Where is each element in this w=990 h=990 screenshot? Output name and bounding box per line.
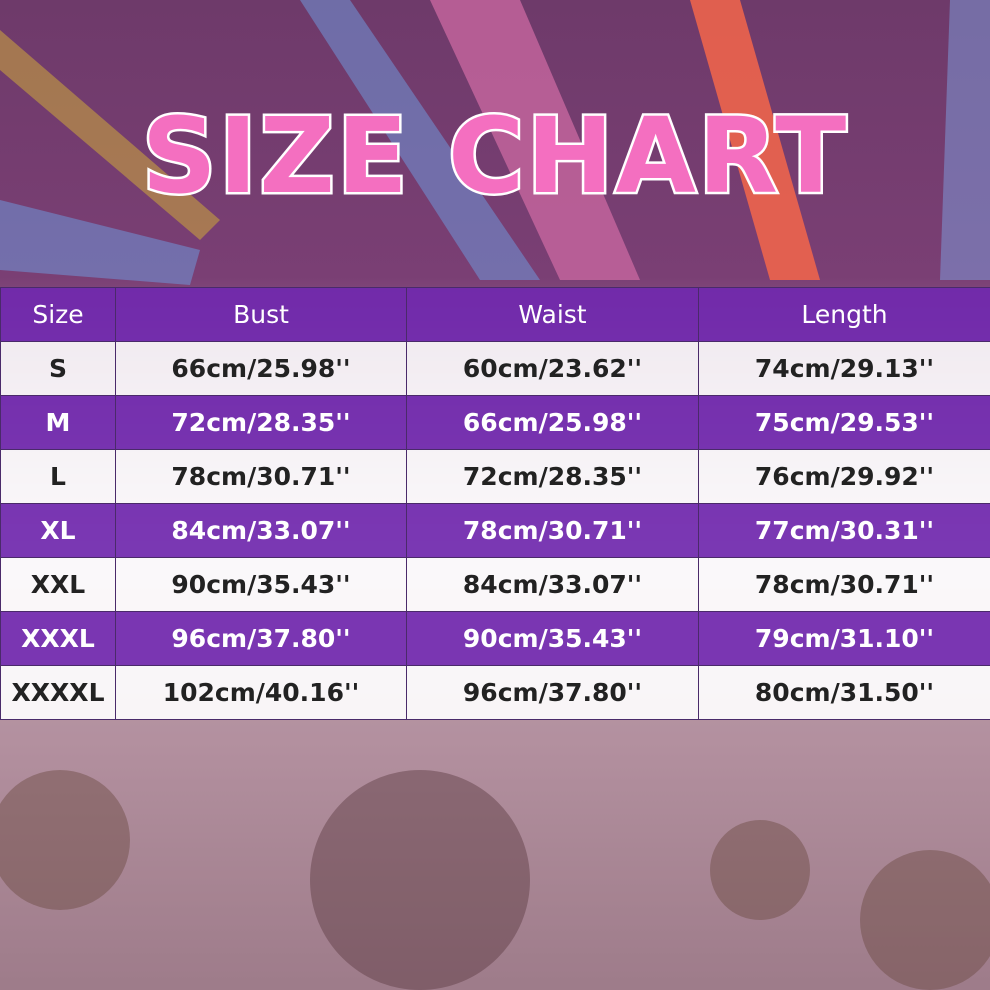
table-cell: 75cm/29.53'' [698, 395, 990, 450]
table-cell: XXXXL [0, 665, 116, 720]
table-cell: 66cm/25.98'' [115, 341, 407, 396]
table-cell: 78cm/30.71'' [115, 449, 407, 504]
table-row: M 72cm/28.35'' 66cm/25.98'' 75cm/29.53'' [0, 395, 990, 450]
header-cell: Waist [406, 287, 699, 342]
table-cell: 84cm/33.07'' [406, 557, 699, 612]
table-cell: S [0, 341, 116, 396]
table-cell: 96cm/37.80'' [406, 665, 699, 720]
table-cell: 76cm/29.92'' [698, 449, 990, 504]
table-cell: 102cm/40.16'' [115, 665, 407, 720]
table-cell: 77cm/30.31'' [698, 503, 990, 558]
table-cell: 79cm/31.10'' [698, 611, 990, 666]
size-table: Size Bust Waist Length S 66cm/25.98'' 60cm/23.… [0, 287, 990, 720]
table-cell: XL [0, 503, 116, 558]
table-cell: 66cm/25.98'' [406, 395, 699, 450]
header-cell: Length [698, 287, 990, 342]
table-row: XXXXL 102cm/40.16'' 96cm/37.80'' 80cm/31.50… [0, 665, 990, 720]
table-cell: 74cm/29.13'' [698, 341, 990, 396]
table-cell: 90cm/35.43'' [115, 557, 407, 612]
table-cell: XXXL [0, 611, 116, 666]
header-cell: Bust [115, 287, 407, 342]
table-row: XL 84cm/33.07'' 78cm/30.71'' 77cm/30.31'' [0, 503, 990, 558]
table-cell: 78cm/30.71'' [406, 503, 699, 558]
table-cell: 84cm/33.07'' [115, 503, 407, 558]
table-cell: XXL [0, 557, 116, 612]
table-row: XXXL 96cm/37.80'' 90cm/35.43'' 79cm/31.10'' [0, 611, 990, 666]
header-cell: Size [0, 287, 116, 342]
table-row: XXL 90cm/35.43'' 84cm/33.07'' 78cm/30.71'' [0, 557, 990, 612]
table-cell: 60cm/23.62'' [406, 341, 699, 396]
table-cell: 78cm/30.71'' [698, 557, 990, 612]
table-cell: 90cm/35.43'' [406, 611, 699, 666]
table-cell: 72cm/28.35'' [406, 449, 699, 504]
table-row: L 78cm/30.71'' 72cm/28.35'' 76cm/29.92'' [0, 449, 990, 504]
table-cell: 72cm/28.35'' [115, 395, 407, 450]
header-row: Size Bust Waist Length [0, 287, 990, 342]
table-cell: M [0, 395, 116, 450]
title: SIZE CHART [139, 93, 849, 220]
table-cell: L [0, 449, 116, 504]
table-cell: 96cm/37.80'' [115, 611, 407, 666]
table-row: S 66cm/25.98'' 60cm/23.62'' 74cm/29.13'' [0, 341, 990, 396]
table-cell: 80cm/31.50'' [698, 665, 990, 720]
